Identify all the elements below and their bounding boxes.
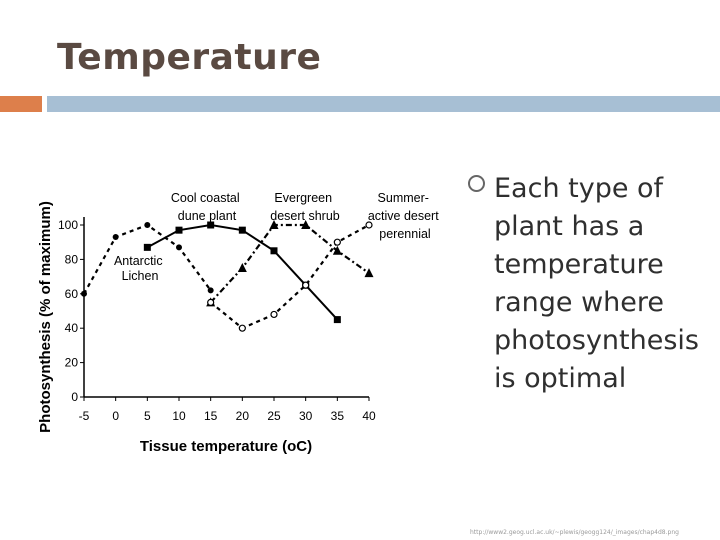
bullet-text: Each type of plant has a temperature ran… bbox=[494, 173, 699, 394]
x-tick-label: 35 bbox=[331, 409, 345, 423]
data-point-open-circle bbox=[238, 324, 246, 332]
data-point-open-circle bbox=[207, 298, 215, 307]
data-point-triangle bbox=[269, 220, 279, 229]
series-line-3 bbox=[209, 223, 370, 304]
data-point-open-circle bbox=[365, 221, 373, 229]
data-point-circle bbox=[144, 222, 151, 228]
y-tick-label: 60 bbox=[65, 287, 79, 301]
data-point-circle bbox=[176, 244, 182, 251]
y-tick-label: 80 bbox=[65, 252, 79, 266]
y-tick-label: 0 bbox=[71, 390, 78, 404]
data-point-triangle bbox=[301, 220, 311, 229]
label-evergreen-line2: desert shrub bbox=[270, 209, 340, 223]
data-point-circle bbox=[112, 234, 119, 241]
label-lichen-line2: Lichen bbox=[122, 269, 159, 283]
series-line-4 bbox=[209, 224, 370, 330]
label-evergreen: Evergreen desert shrub bbox=[270, 191, 340, 223]
title-divider-bar bbox=[47, 96, 720, 112]
data-point-square bbox=[238, 226, 246, 234]
x-tick-label: 20 bbox=[236, 409, 250, 423]
x-tick-label: 25 bbox=[267, 409, 281, 423]
label-summer: Summer- active desert perennial bbox=[368, 191, 442, 241]
x-tick-label: -5 bbox=[79, 409, 90, 423]
bullet-point: Each type of plant has a temperature ran… bbox=[468, 170, 718, 398]
label-cool-coastal: Cool coastal dune plant bbox=[171, 191, 243, 223]
data-point-circle bbox=[81, 290, 87, 297]
data-point-open-circle bbox=[302, 281, 310, 289]
label-summer-line1: Summer- bbox=[378, 191, 429, 205]
data-point-square bbox=[207, 221, 215, 229]
y-tick-label: 100 bbox=[58, 218, 78, 232]
label-lichen: Antarctic Lichen bbox=[114, 254, 166, 283]
data-point-open-circle bbox=[333, 238, 341, 246]
x-axis-title: Tissue temperature (oC) bbox=[140, 438, 312, 455]
label-evergreen-line1: Evergreen bbox=[274, 191, 332, 205]
label-summer-line3: perennial bbox=[379, 227, 430, 241]
x-tick-label: 10 bbox=[172, 409, 186, 423]
label-summer-line2: active desert bbox=[368, 209, 439, 223]
x-tick-label: 0 bbox=[112, 409, 119, 423]
photosynthesis-temperature-chart: Photosynthesis (% of maximum) Tissue tem… bbox=[37, 191, 442, 455]
x-tick-label: 15 bbox=[204, 409, 218, 423]
data-point-triangle bbox=[364, 268, 374, 278]
hollow-circle-bullet-icon bbox=[468, 175, 485, 192]
title-accent-bar bbox=[0, 96, 42, 112]
y-axis-title: Photosynthesis (% of maximum) bbox=[37, 201, 54, 433]
label-cool-coastal-line2: dune plant bbox=[178, 209, 237, 223]
x-tick-label: 30 bbox=[299, 409, 313, 423]
data-point-triangle bbox=[332, 245, 342, 255]
data-point-open-circle bbox=[270, 310, 278, 319]
source-url: http://www2.geog.ucl.ac.uk/~plewis/geogg… bbox=[470, 529, 679, 536]
x-tick-label: 40 bbox=[362, 409, 376, 423]
x-tick-label: 5 bbox=[144, 409, 151, 423]
series-line-2 bbox=[146, 223, 339, 321]
data-point-square bbox=[143, 243, 151, 251]
data-point-circle bbox=[207, 287, 214, 294]
data-point-triangle bbox=[237, 263, 247, 272]
label-lichen-line1: Antarctic bbox=[114, 254, 163, 268]
data-point-square bbox=[333, 316, 341, 324]
data-point-square bbox=[270, 247, 278, 255]
slide-title: Temperature bbox=[57, 37, 322, 78]
data-point-square bbox=[175, 226, 183, 234]
label-cool-coastal-line1: Cool coastal bbox=[171, 191, 240, 205]
y-tick-label: 20 bbox=[65, 356, 79, 370]
y-tick-label: 40 bbox=[65, 321, 79, 335]
